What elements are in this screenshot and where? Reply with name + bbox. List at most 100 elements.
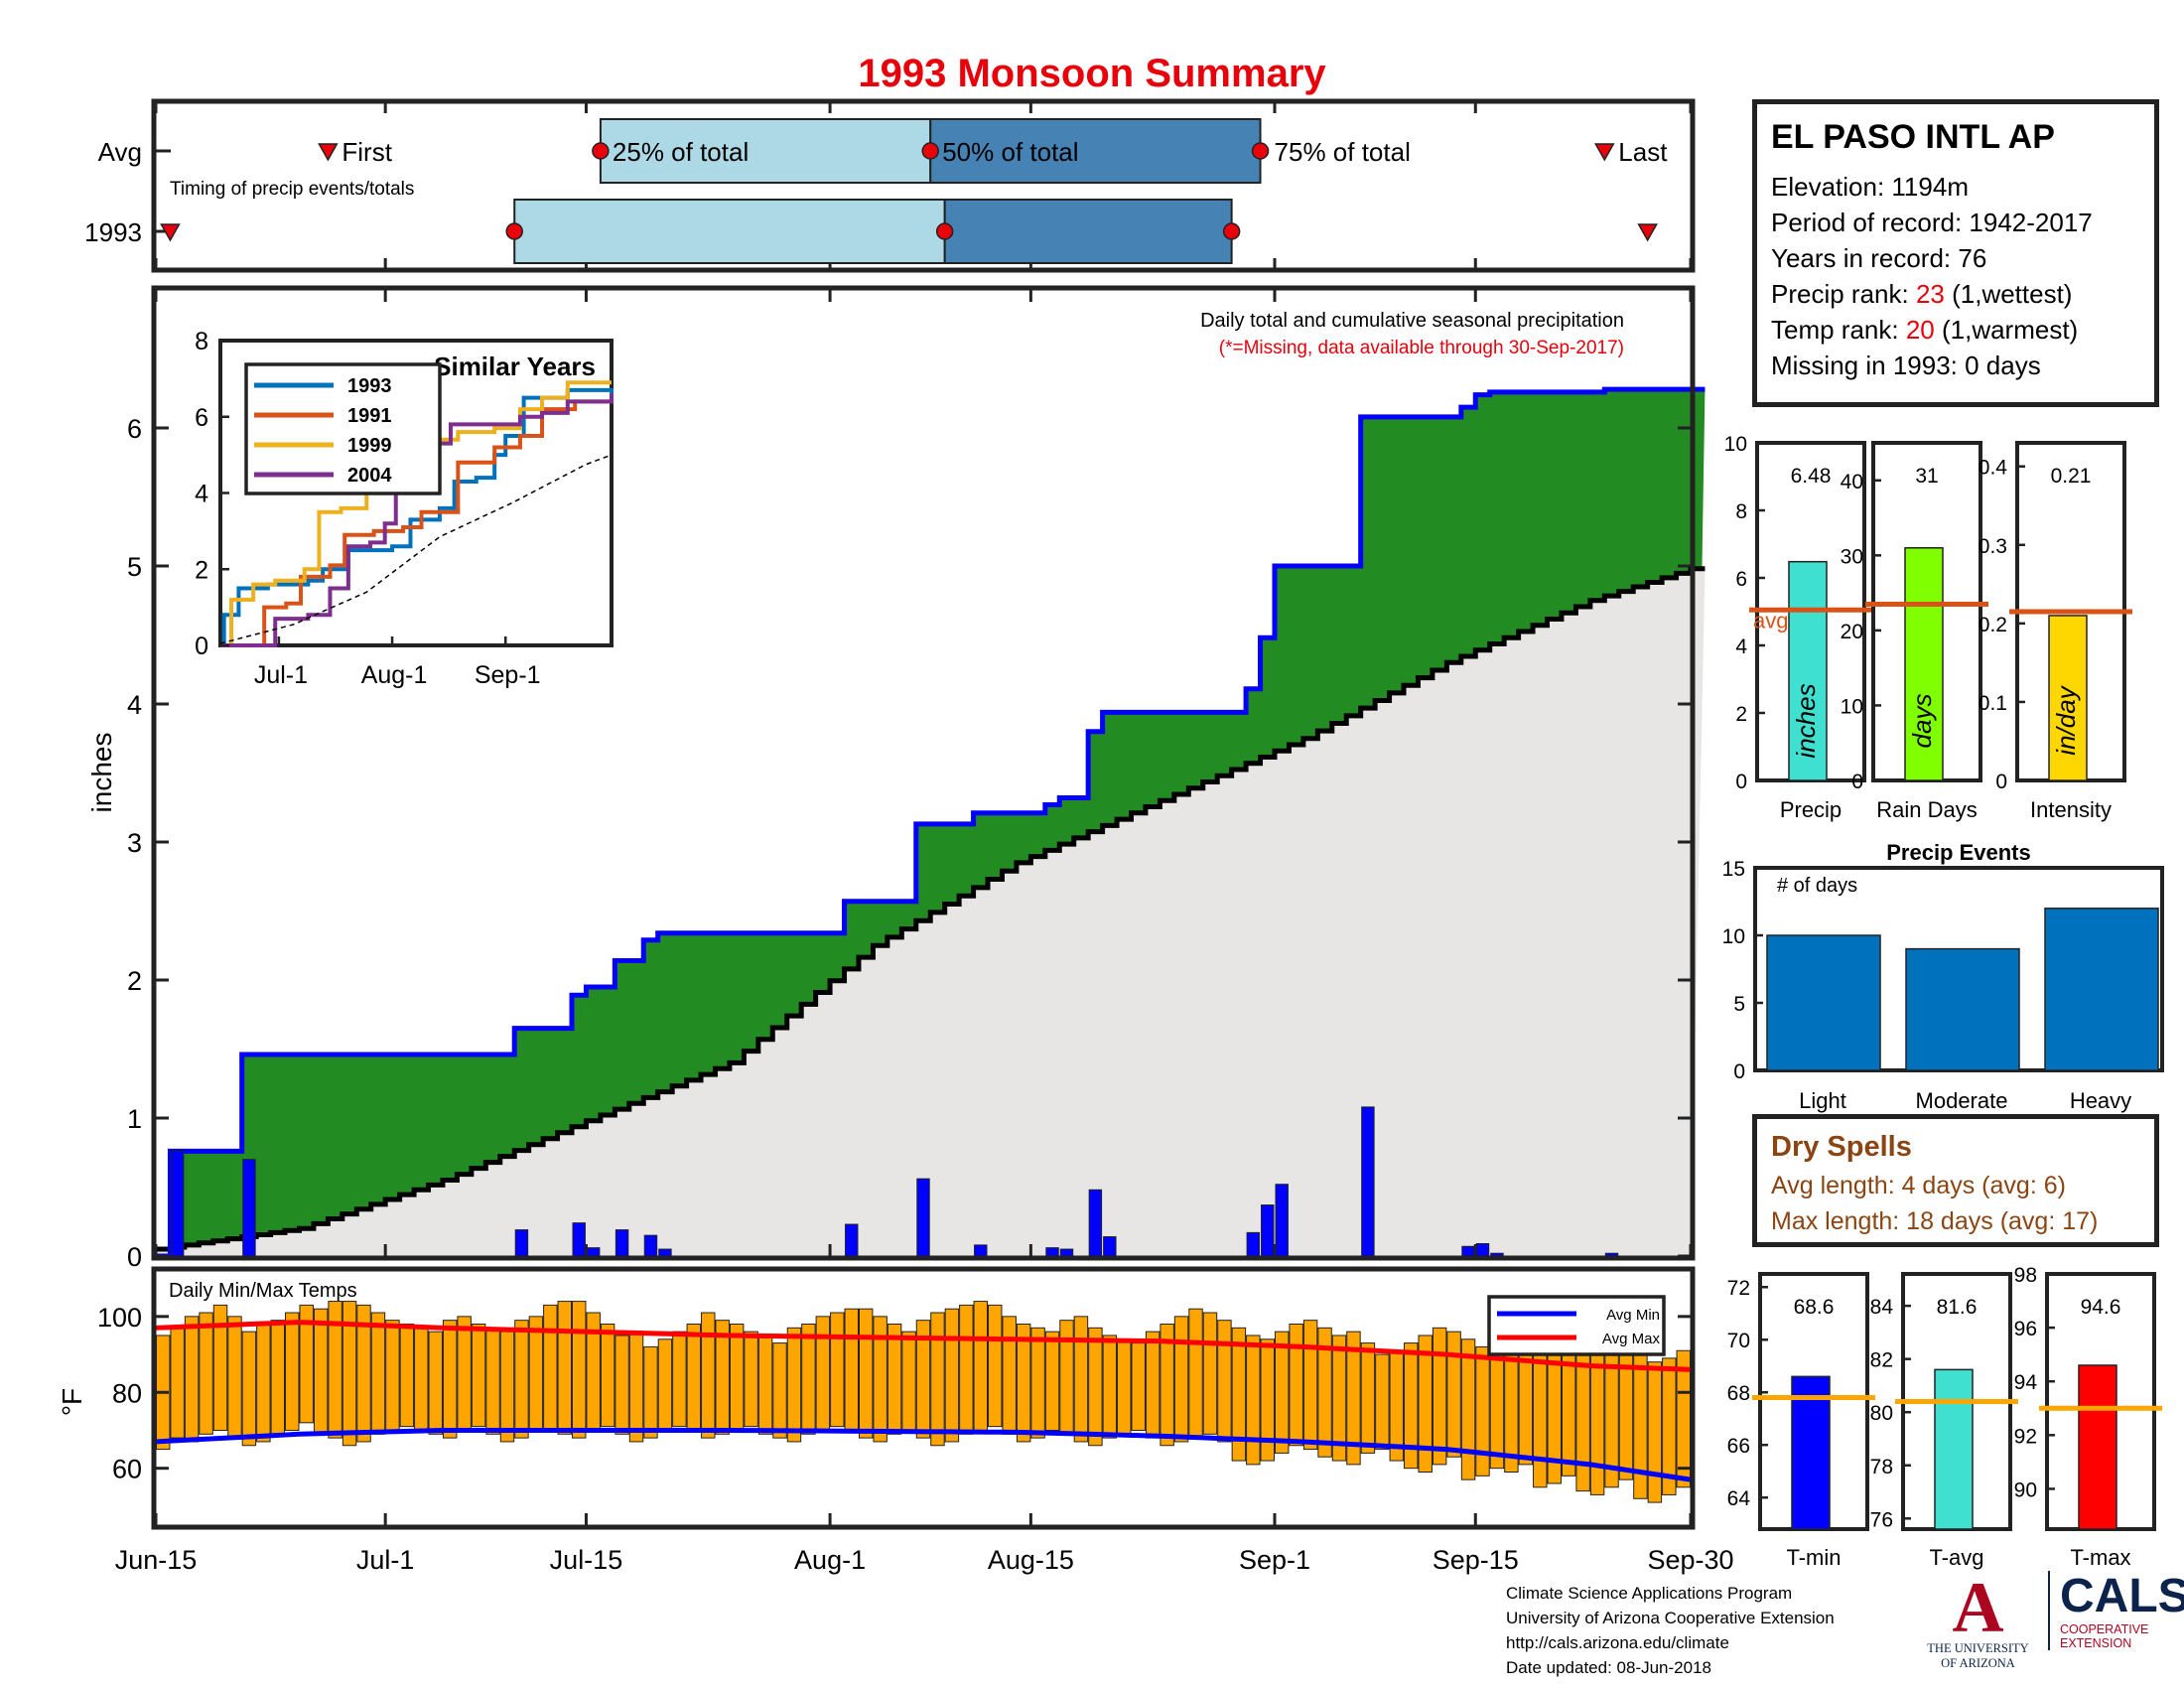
footer-line-3: http://cals.arizona.edu/climate [1506,1633,1729,1652]
daily-precip-bar [974,1244,988,1257]
daily-precip-bar [643,1234,658,1257]
temp-stat-bar [2078,1364,2117,1530]
avg-min-line [155,1427,1692,1482]
temp-range-bar [227,1316,242,1439]
temp-range-bar [1533,1335,1548,1488]
temps-ytick-label: 100 [97,1303,142,1333]
precip-rank: Precip rank: 23 (1,wettest) [1771,276,2154,312]
precip-stat-ytick-label: 10 [1841,695,1863,718]
footer-line-4: Date updated: 08-Jun-2018 [1506,1658,1711,1677]
similar-series-1991 [220,393,614,647]
temp-range-bar [944,1308,960,1443]
precip-stat-value: 6.48 [1791,465,1832,488]
temp-range-bar [915,1320,931,1439]
precip-stat-ytick-label: 2 [1735,703,1747,726]
temp-stat-ytick-label: 64 [1727,1487,1751,1510]
temp-range-bar [1518,1345,1534,1466]
timing-label-75: 75% of total [1275,137,1411,167]
precip-stat-value: 31 [1915,465,1938,488]
temp-stat-label: T-min [1787,1545,1842,1570]
temp-range-bar [1331,1335,1347,1462]
temp-range-bar [1217,1320,1232,1443]
daily-precip-bar [1361,1106,1375,1257]
temp-range-bar [1188,1308,1203,1439]
timing-marker-p25 [592,142,610,160]
temp-range-bar [572,1301,587,1439]
temp-range-bar [1173,1316,1189,1443]
temp-range-bar [643,1345,658,1439]
daily-precip-bar [1261,1204,1275,1257]
inset-xtick-label: Jul-1 [254,661,308,689]
university-of-arizona-logo: A THE UNIVERSITY OF ARIZONA [1921,1572,2035,1671]
footer-credits: Climate Science Applications Program Uni… [1506,1581,1835,1680]
temp-rank-value: 20 [1905,315,1935,345]
temp-range-bar [1404,1342,1419,1470]
precip-events-category: Light [1799,1088,1846,1113]
temp-range-bar [858,1308,874,1439]
precip-stat-unit: in/day [2051,684,2081,755]
daily-precip-bar [1246,1231,1261,1257]
temp-range-bar [499,1331,515,1443]
precip-stat-label: Rain Days [1876,797,1977,822]
precip-events-category: Heavy [2070,1088,2131,1113]
temp-stat-ytick-label: 96 [2014,1318,2037,1340]
temp-range-bar [1073,1316,1089,1443]
temp-range-bar [1360,1342,1376,1454]
temp-range-bar [557,1301,573,1435]
temp-range-bar [701,1312,716,1439]
temp-range-bar [1059,1320,1074,1435]
temp-range-bar [1302,1320,1318,1451]
inset-legend-label: 2004 [347,465,392,487]
temp-range-bar [786,1327,802,1443]
temp-range-bar [1346,1331,1361,1466]
temp-rank: Temp rank: 20 (1,warmest) [1771,312,2154,348]
temp-range-bar [543,1304,558,1431]
temp-stat-value: 68.6 [1794,1296,1835,1319]
temp-range-bar [1231,1327,1247,1462]
temp-range-bar [485,1327,500,1435]
temp-range-bar [930,1312,945,1447]
temp-range-bar [1117,1338,1132,1435]
precip-ytick-label: 1 [127,1104,142,1134]
temp-range-bar [1647,1361,1663,1503]
precip-ytick-label: 6 [127,414,142,444]
timing-marker-p25 [505,222,523,240]
precip-events-ytick-label: 0 [1733,1060,1745,1083]
precip-stat-ytick-label: 0 [1735,771,1747,793]
precip-frame [151,285,1696,1261]
precip-stat-bar [1788,560,1828,781]
precip-stat-bar [2048,615,2088,781]
temp-range-bar [184,1316,200,1443]
temp-range-bar [1131,1342,1146,1431]
temp-range-bar [887,1323,902,1435]
precip-stat-ytick-label: 6 [1735,568,1747,591]
precip-events-category: Moderate [1916,1088,2008,1113]
precip-stat-ytick-label: 20 [1841,621,1863,643]
timing-marker-p50 [921,142,939,160]
temp-range-bar [1575,1338,1590,1492]
station-years: Years in record: 76 [1771,243,1987,273]
precip-ylabel: inches [86,733,117,813]
temp-range-bar [959,1304,974,1435]
daily-precip-bar [845,1223,859,1257]
temp-range-bar [514,1320,529,1439]
temp-stat-ytick-label: 92 [2014,1425,2037,1448]
temp-range-bar [1662,1357,1677,1495]
similar-avg-line [219,454,613,644]
similar-series-1993 [220,387,614,647]
temp-range-bar [212,1304,228,1431]
missing-days: Missing in 1993: 0 days [1771,351,2041,380]
timing-box-50-75 [943,199,1233,264]
temp-range-bar [686,1323,702,1431]
temp-range-bar [285,1312,300,1431]
temp-range-bar [313,1308,329,1435]
temps-xtick-label: Sep-15 [1433,1545,1519,1575]
station-period: Period of record: 1942-2017 [1771,208,2093,237]
temp-rank-suffix: (1,warmest) [1934,315,2079,345]
daily-precip-bar [1275,1184,1289,1257]
temp-range-bar [1289,1323,1303,1447]
temps-ylabel: °F [57,1388,87,1416]
temp-range-bar [414,1327,429,1431]
temp-rank-label: Temp rank: [1771,315,1906,345]
temp-stat-ytick-label: 84 [1870,1296,1894,1319]
